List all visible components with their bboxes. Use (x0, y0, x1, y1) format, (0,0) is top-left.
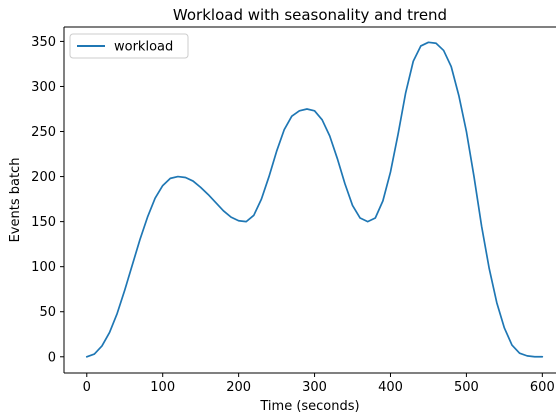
x-tick-label: 500 (454, 380, 479, 395)
y-tick-label: 350 (31, 35, 56, 50)
y-tick-label: 50 (39, 305, 56, 320)
axes: 0 100 200 300 400 500 600 0 50 100 150 200 250 300 350 (31, 26, 556, 395)
y-tick-label: 0 (48, 350, 56, 365)
x-tick-label: 0 (83, 380, 91, 395)
series-line-workload (85, 41, 544, 358)
x-tick-label: 200 (226, 380, 251, 395)
x-tick-label: 300 (302, 380, 327, 395)
legend-box (69, 33, 189, 59)
x-tick-label: 100 (150, 380, 175, 395)
y-tick-label: 100 (31, 260, 56, 275)
plot-area (85, 41, 544, 358)
y-tick-label: 250 (31, 125, 56, 140)
x-tick-label: 400 (378, 380, 403, 395)
chart-title: Workload with seasonality and trend (173, 6, 447, 24)
y-tick-label: 150 (31, 215, 56, 230)
y-tick-label: 300 (31, 80, 56, 95)
y-axis-label: Events batch (8, 158, 23, 243)
x-tick-label: 600 (530, 380, 555, 395)
legend: workload (69, 33, 189, 59)
x-axis-label: Time (seconds) (259, 399, 359, 414)
legend-label-workload: workload (114, 40, 173, 55)
y-tick-label: 200 (31, 170, 56, 185)
